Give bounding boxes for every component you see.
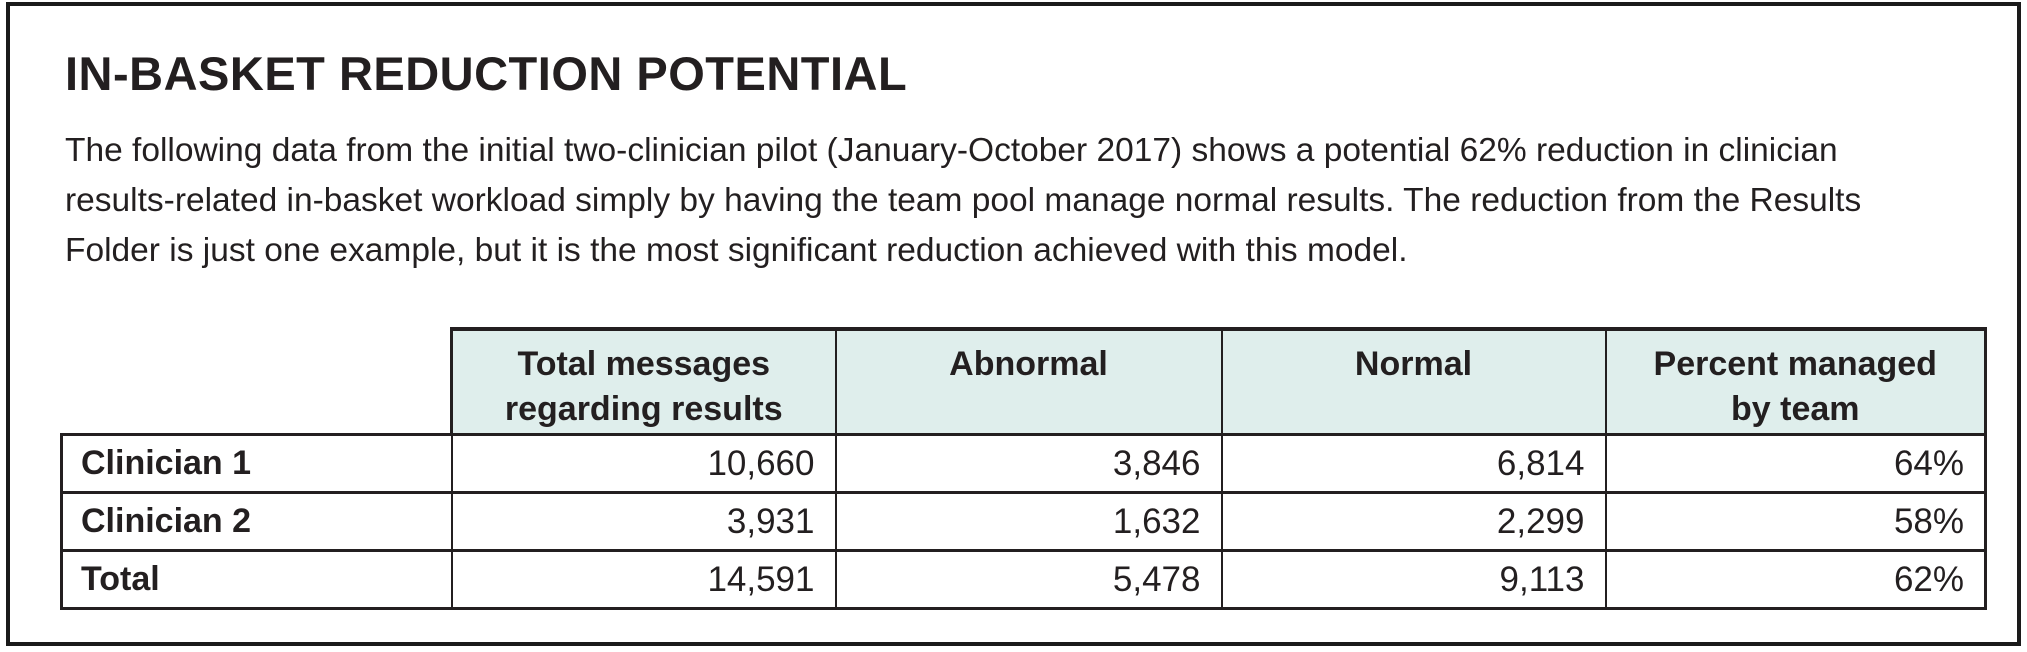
row-label: Total bbox=[60, 549, 453, 610]
description-line-2: results-related in-basket workload simpl… bbox=[65, 182, 1862, 219]
cell-percent-managed: 58% bbox=[1604, 491, 1987, 552]
row-label: Clinician 1 bbox=[60, 433, 453, 494]
table-row-clinician-1: Clinician 1 10,660 3,846 6,814 64% bbox=[60, 433, 1987, 494]
cell-total-messages: 3,931 bbox=[450, 491, 837, 552]
cell-percent-managed: 62% bbox=[1604, 549, 1987, 610]
column-header-normal: Normal bbox=[1220, 327, 1607, 436]
header-empty-corner-cell bbox=[62, 329, 452, 435]
cell-normal: 2,299 bbox=[1220, 491, 1607, 552]
column-header-total-messages: Total messages regarding results bbox=[450, 327, 837, 436]
cell-abnormal: 1,632 bbox=[834, 491, 1223, 552]
column-header-abnormal: Abnormal bbox=[834, 327, 1223, 436]
row-label: Clinician 2 bbox=[60, 491, 453, 552]
cell-abnormal: 3,846 bbox=[834, 433, 1223, 494]
table-header-row: Total messages regarding results Abnorma… bbox=[62, 327, 1987, 436]
cell-percent-managed: 64% bbox=[1604, 433, 1987, 494]
cell-total-messages: 14,591 bbox=[450, 549, 837, 610]
column-header-label: Total messages bbox=[517, 345, 771, 383]
cell-total-messages: 10,660 bbox=[450, 433, 837, 494]
table-row-clinician-2: Clinician 2 3,931 1,632 2,299 58% bbox=[60, 491, 1987, 552]
cell-abnormal: 5,478 bbox=[834, 549, 1223, 610]
figure-border-frame: IN-BASKET REDUCTION POTENTIAL The follow… bbox=[6, 2, 2021, 646]
cell-normal: 9,113 bbox=[1220, 549, 1607, 610]
table-row-total: Total 14,591 5,478 9,113 62% bbox=[60, 549, 1987, 610]
description-line-1: The following data from the initial two-… bbox=[65, 132, 1838, 169]
results-table: Total messages regarding results Abnorma… bbox=[60, 327, 1987, 610]
column-header-label: Percent managed bbox=[1653, 345, 1937, 383]
column-header-label: regarding results bbox=[504, 390, 783, 428]
cell-normal: 6,814 bbox=[1220, 433, 1607, 494]
column-header-percent-managed: Percent managed by team bbox=[1604, 327, 1987, 436]
figure-title: IN-BASKET REDUCTION POTENTIAL bbox=[65, 47, 908, 100]
column-header-label: Abnormal bbox=[949, 345, 1108, 383]
column-header-label: by team bbox=[1731, 390, 1860, 428]
column-header-label: Normal bbox=[1354, 345, 1473, 383]
figure-description: The following data from the initial two-… bbox=[65, 126, 1861, 276]
description-line-3: Folder is just one example, but it is th… bbox=[65, 232, 1408, 269]
